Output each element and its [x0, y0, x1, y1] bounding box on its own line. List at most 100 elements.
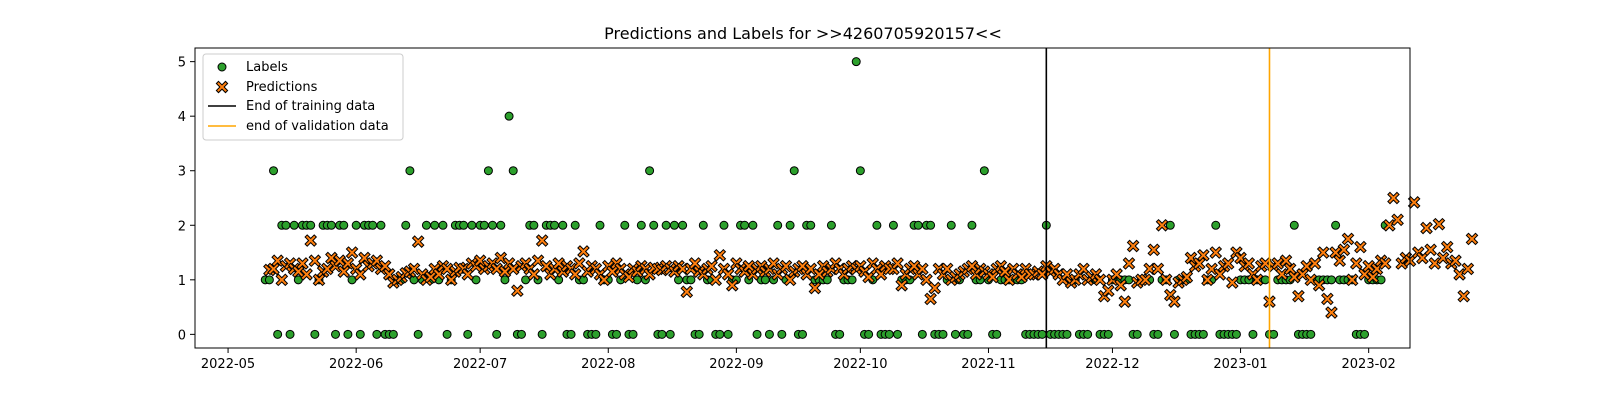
label-point	[698, 220, 708, 230]
prediction-point	[920, 273, 933, 287]
label-point	[467, 220, 477, 230]
prediction-point	[1201, 273, 1214, 287]
prediction-point	[1321, 292, 1334, 306]
legend: Labels Predictions End of training data …	[202, 53, 404, 141]
prediction-point	[1407, 196, 1421, 209]
label-point	[570, 220, 580, 230]
label-point	[888, 220, 898, 230]
prediction-point	[1077, 262, 1090, 276]
label-point	[950, 329, 960, 339]
prediction-point	[552, 257, 565, 270]
prediction-point	[320, 262, 334, 276]
prediction-point	[998, 265, 1012, 278]
label-point	[855, 166, 865, 176]
legend-validation-text: end of validation data	[246, 119, 389, 134]
label-point	[479, 220, 489, 230]
prediction-point	[527, 268, 541, 281]
label-point	[649, 220, 659, 230]
label-point	[740, 220, 750, 230]
label-point	[764, 329, 774, 339]
prediction-point	[924, 292, 937, 306]
label-point	[405, 166, 415, 176]
label-point	[1289, 220, 1299, 230]
prediction-point	[325, 251, 338, 265]
chart-title: Predictions and Labels for >>42607059201…	[604, 24, 1002, 43]
prediction-point	[1432, 217, 1446, 231]
label-point	[326, 220, 336, 230]
prediction-point	[300, 268, 313, 281]
prediction-point	[308, 254, 322, 268]
label-point	[339, 220, 349, 230]
label-point	[529, 220, 539, 230]
prediction-point	[1093, 273, 1107, 287]
label-point	[368, 220, 378, 230]
prediction-point	[337, 265, 351, 278]
prediction-point	[296, 257, 309, 270]
label-point	[1326, 275, 1336, 285]
label-point	[438, 220, 448, 230]
prediction-point	[916, 262, 929, 276]
label-point	[343, 329, 353, 339]
label-point	[1083, 329, 1093, 339]
label-point	[777, 329, 787, 339]
labels-series	[260, 57, 1390, 339]
prediction-point	[1279, 254, 1293, 268]
prediction-point	[577, 245, 590, 258]
prediction-point	[568, 268, 582, 281]
label-point	[351, 220, 361, 230]
label-point	[893, 329, 903, 339]
prediction-point	[1329, 246, 1342, 259]
label-point	[864, 329, 874, 339]
prediction-point	[1457, 289, 1471, 303]
label-point	[273, 329, 283, 339]
prediction-point	[1387, 191, 1400, 205]
prediction-point	[1308, 257, 1322, 270]
reference-lines	[1045, 48, 1271, 348]
label-point	[806, 220, 816, 230]
predictions-series	[263, 191, 1479, 319]
prediction-point	[1159, 273, 1173, 287]
label-point	[1103, 329, 1113, 339]
x-tick-label: 2023-02	[1342, 357, 1396, 372]
prediction-point	[267, 262, 280, 276]
legend-predictions-text: Predictions	[246, 80, 318, 95]
prediction-point	[1337, 243, 1351, 257]
prediction-point	[965, 259, 979, 273]
label-point	[459, 220, 469, 230]
label-point	[1360, 329, 1370, 339]
label-point	[967, 220, 977, 230]
prediction-point	[796, 259, 809, 273]
label-point	[884, 329, 894, 339]
prediction-point	[333, 254, 346, 268]
prediction-point	[597, 273, 611, 287]
prediction-point	[1126, 239, 1140, 253]
prediction-point	[1391, 213, 1404, 227]
label-point	[773, 220, 783, 230]
prediction-point	[1213, 268, 1227, 281]
label-point	[938, 329, 948, 339]
label-point	[661, 220, 671, 230]
prediction-point	[1354, 240, 1367, 254]
prediction-point	[535, 234, 549, 247]
label-point	[483, 166, 493, 176]
label-point	[963, 329, 973, 339]
label-point	[430, 220, 440, 230]
label-point	[835, 329, 845, 339]
label-point	[516, 329, 526, 339]
prediction-point	[940, 262, 954, 276]
prediction-point	[1424, 243, 1437, 257]
prediction-point	[606, 265, 619, 278]
legend-predictions-marker	[215, 80, 229, 94]
prediction-point	[895, 278, 909, 292]
label-point	[686, 275, 696, 285]
prediction-point	[1449, 254, 1462, 268]
label-point	[1306, 329, 1316, 339]
prediction-point	[1440, 240, 1454, 254]
prediction-point	[1300, 259, 1314, 273]
prediction-point	[1283, 262, 1297, 276]
x-axis-ticks: 2022-05 2022-06 2022-07 2022-08 2022-09 2022-…	[201, 348, 1396, 372]
prediction-point	[1287, 270, 1301, 284]
label-point	[508, 166, 518, 176]
prediction-point	[1341, 232, 1355, 246]
prediction-point	[1333, 254, 1347, 268]
